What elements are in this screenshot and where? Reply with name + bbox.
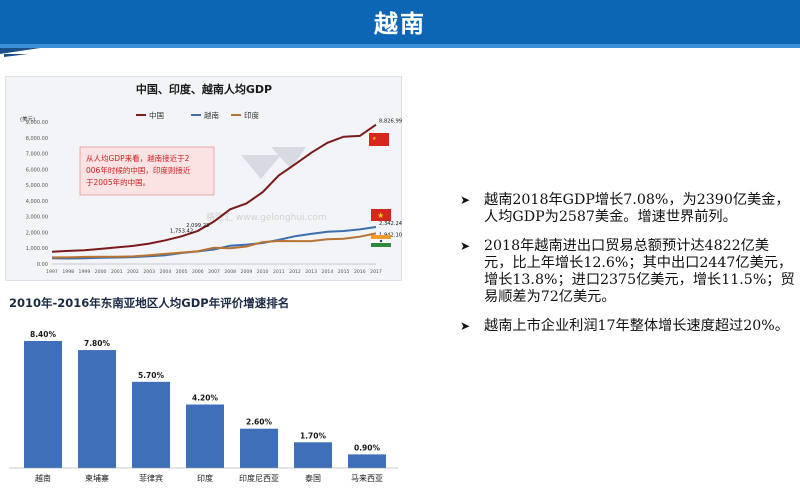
x-tick-label: 2017 bbox=[370, 269, 382, 275]
legend-label: 越南 bbox=[204, 110, 219, 120]
category-label: 泰国 bbox=[305, 473, 321, 483]
bullet-text: 2018年越南进出口贸易总额预计达4822亿美元，比上年增长12.6%；其中出口… bbox=[484, 238, 795, 305]
bar bbox=[186, 404, 224, 468]
y-axis-label: (美元) bbox=[20, 115, 35, 123]
data-label: 2,099.23 bbox=[186, 223, 209, 229]
category-label: 印度 bbox=[197, 473, 213, 483]
china-flag-icon: ★ bbox=[369, 133, 389, 146]
y-tick-label: 5,000.00 bbox=[26, 183, 48, 189]
bar-value-label: 7.80% bbox=[84, 339, 111, 348]
y-tick-label: 4,000.00 bbox=[26, 199, 48, 205]
category-label: 柬埔寨 bbox=[85, 473, 109, 483]
bar-value-label: 1.70% bbox=[300, 431, 327, 440]
bar-chart-panel: 2010年-2016年东南亚地区人均GDP年评价增速排名 8.40% 越南 7.80… bbox=[5, 292, 402, 488]
x-tick-label: 2015 bbox=[338, 269, 350, 275]
y-tick-label: 3,000.00 bbox=[26, 215, 48, 221]
corner-decoration-small bbox=[4, 54, 28, 57]
x-tick-label: 2005 bbox=[176, 269, 188, 275]
bar-value-label: 4.20% bbox=[192, 394, 219, 403]
vietnam-flag-icon: ★ bbox=[371, 209, 391, 221]
x-tick-label: 1999 bbox=[79, 269, 91, 275]
annotation-box: 从人均GDP来看，越南接近于2 006年时候的中国，印度则接近于2005年的中国。 bbox=[79, 146, 215, 196]
bullet-text: 越南2018年GDP增长7.08%，为2390亿美金，人均GDP为2587美金。… bbox=[484, 192, 790, 225]
header-stripe bbox=[0, 44, 800, 48]
x-tick-label: 2001 bbox=[111, 269, 123, 275]
data-label: 2,342.24 bbox=[379, 221, 403, 227]
legend-label: 印度 bbox=[244, 110, 259, 120]
y-tick-label: 9,000.00 bbox=[26, 120, 48, 126]
x-tick-label: 2002 bbox=[127, 269, 139, 275]
bar-chart: 2010年-2016年东南亚地区人均GDP年评价增速排名 8.40% 越南 7.80… bbox=[9, 296, 398, 483]
x-tick-label: 2006 bbox=[192, 269, 204, 275]
x-tick-label: 2004 bbox=[160, 269, 172, 275]
bar-value-label: 0.90% bbox=[354, 443, 381, 452]
category-label: 马来西亚 bbox=[351, 474, 383, 483]
slide-title: 越南 bbox=[374, 9, 426, 38]
x-tick-label: 2013 bbox=[305, 269, 317, 275]
x-tick-label: 2011 bbox=[273, 269, 285, 275]
bar bbox=[240, 428, 278, 468]
x-tick-label: 2000 bbox=[95, 269, 107, 275]
legend-label: 中国 bbox=[149, 110, 164, 120]
arrowhead-bullet-icon: ➤ bbox=[460, 319, 471, 333]
x-tick-label: 1997 bbox=[46, 269, 58, 275]
bullet-item: ➤ 越南上市企业利润17年整体增长速度超过20%。 bbox=[460, 318, 795, 335]
chart-title: 中国、印度、越南人均GDP bbox=[136, 82, 272, 96]
x-tick-label: 2009 bbox=[241, 269, 253, 275]
india-flag-icon bbox=[371, 235, 391, 247]
x-tick-label: 2012 bbox=[289, 269, 301, 275]
data-label: 1,753.42 bbox=[170, 228, 193, 234]
annotation-text: 从人均GDP来看，越南接近于2 006年时候的中国，印度则接近于2005年的中国。 bbox=[86, 153, 191, 187]
y-tick-label: 8,000.00 bbox=[26, 136, 48, 142]
series-line bbox=[52, 232, 377, 259]
x-tick-label: 2010 bbox=[257, 269, 269, 275]
bullet-item: ➤ 2018年越南进出口贸易总额预计达4822亿美元，比上年增长12.6%；其中… bbox=[460, 238, 795, 306]
chart-legend: 中国 越南 印度 bbox=[136, 110, 259, 120]
bar bbox=[78, 350, 116, 468]
x-tick-label: 2014 bbox=[322, 269, 334, 275]
bar-value-label: 8.40% bbox=[30, 330, 57, 339]
y-tick-label: 6,000.00 bbox=[26, 167, 48, 173]
bullet-item: ➤ 越南2018年GDP增长7.08%，为2390亿美金，人均GDP为2587美… bbox=[460, 192, 795, 226]
bullet-text: 越南上市企业利润17年整体增长速度超过20%。 bbox=[484, 318, 789, 334]
x-tick-label: 2008 bbox=[224, 269, 236, 275]
watermark-text: 格隆汇 www.gelonghui.com bbox=[206, 211, 327, 223]
y-tick-label: 0.00 bbox=[37, 262, 48, 268]
bar bbox=[24, 341, 62, 468]
corner-decoration bbox=[0, 48, 40, 54]
svg-text:★: ★ bbox=[377, 211, 384, 220]
y-tick-label: 1,000.00 bbox=[26, 246, 48, 252]
x-tick-label: 2007 bbox=[208, 269, 220, 275]
arrowhead-bullet-icon: ➤ bbox=[460, 239, 471, 253]
slide-header: 越南 bbox=[0, 0, 800, 44]
category-label: 越南 bbox=[35, 473, 51, 483]
series-line bbox=[51, 123, 377, 253]
category-label: 印度尼西亚 bbox=[239, 473, 279, 483]
category-label: 菲律宾 bbox=[139, 473, 163, 483]
line-chart-panel: 格隆汇 www.gelonghui.com 中国、印度、越南人均GDP 中国 越南… bbox=[5, 76, 403, 281]
x-tick-label: 2016 bbox=[354, 269, 366, 275]
arrowhead-bullet-icon: ➤ bbox=[460, 193, 471, 207]
line-chart: 格隆汇 www.gelonghui.com 中国、印度、越南人均GDP 中国 越南… bbox=[20, 82, 403, 275]
bullet-list: ➤ 越南2018年GDP增长7.08%，为2390亿美金，人均GDP为2587美… bbox=[460, 192, 795, 347]
bar-chart-title: 2010年-2016年东南亚地区人均GDP年评价增速排名 bbox=[9, 296, 289, 310]
bar-value-label: 2.60% bbox=[246, 418, 273, 427]
bar bbox=[294, 442, 332, 468]
data-label: 8,826.99 bbox=[379, 119, 402, 125]
bar-value-label: 5.70% bbox=[138, 371, 165, 380]
x-tick-label: 2003 bbox=[143, 269, 155, 275]
watermark-logo: 格隆汇 www.gelonghui.com bbox=[206, 147, 327, 223]
bar bbox=[132, 381, 170, 468]
x-tick-label: 1998 bbox=[62, 269, 74, 275]
y-tick-label: 7,000.00 bbox=[26, 152, 48, 158]
svg-text:★: ★ bbox=[372, 136, 377, 142]
series-line bbox=[51, 226, 377, 260]
y-tick-label: 2,000.00 bbox=[26, 230, 48, 236]
bar bbox=[348, 454, 386, 468]
